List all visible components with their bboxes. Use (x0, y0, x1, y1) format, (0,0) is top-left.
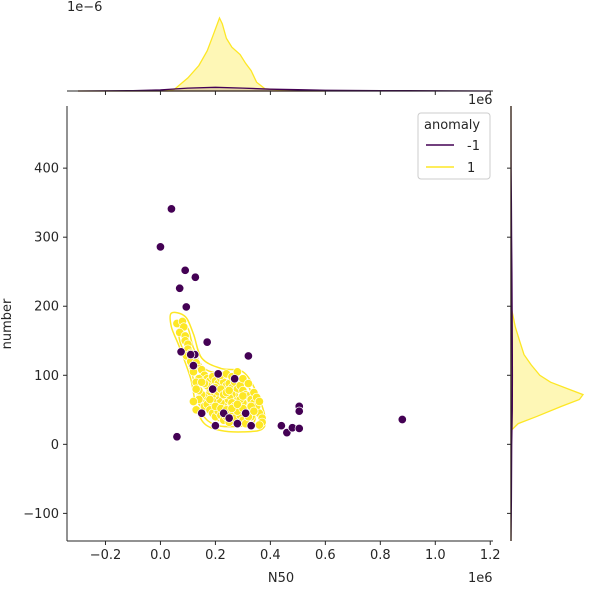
x-tick-label: 0.4 (260, 548, 281, 563)
scatter-point-anomaly (243, 351, 253, 361)
scatter-point-anomaly (188, 361, 198, 371)
scatter-point-normal (205, 394, 215, 405)
scatter-point-anomaly (175, 283, 185, 293)
scatter-point-anomaly (186, 350, 196, 360)
scatter-point-anomaly (230, 374, 240, 384)
scatter-point-normal (238, 391, 248, 401)
scatter-point-normal (254, 420, 264, 430)
scatter-point-anomaly (197, 408, 207, 418)
scatter-points (155, 204, 407, 442)
legend-label-minus1: -1 (467, 139, 480, 154)
x-axis-ticks: −0.2 0.0 0.2 0.4 0.6 0.8 1.0 1.2 (90, 541, 501, 563)
scatter-point-anomaly (181, 302, 191, 312)
scatter-point-anomaly (180, 265, 190, 275)
top-marginal-scale-label: 1e−6 (67, 0, 102, 15)
x-axis-scale-label: 1e6 (468, 571, 493, 586)
y-tick-label: 200 (34, 300, 59, 315)
scatter-point-anomaly (224, 413, 234, 423)
right-marginal-ticks (507, 167, 511, 514)
kde-contour-line (169, 311, 267, 433)
y-tick-label: −100 (23, 507, 59, 522)
legend: anomaly -1 1 (417, 112, 491, 180)
scatter-point-normal (197, 377, 207, 387)
scatter-point-anomaly (190, 272, 200, 282)
x-tick-label: −0.2 (90, 548, 122, 563)
y-tick-label: 0 (51, 438, 59, 453)
top-marginal-curves (77, 16, 491, 92)
right-marginal-kde (510, 106, 585, 541)
scatter-point-normal (224, 385, 234, 396)
y-tick-label: 400 (34, 162, 59, 177)
x-tick-label: 1.0 (425, 548, 446, 563)
scatter-point-normal (249, 406, 259, 416)
top-marginal-kde (77, 86, 491, 92)
scatter-point-anomaly (232, 419, 242, 429)
legend-frame (417, 112, 491, 180)
x-tick-label: 0.0 (150, 548, 171, 563)
scatter-point-anomaly (155, 242, 165, 252)
y-axis-ticks: −100 0 100 200 300 400 (23, 162, 67, 522)
scatter-point-normal (254, 396, 264, 407)
legend-title: anomaly (424, 118, 480, 133)
scatter-point-anomaly (294, 423, 304, 434)
x-tick-label: 1.2 (480, 548, 501, 563)
x-tick-label: 0.8 (370, 548, 391, 563)
top-marginal-axes: 1e−6 (67, 0, 493, 95)
scatter-point-anomaly (166, 204, 176, 214)
right-marginal-curves (510, 105, 585, 542)
top-marginal-kde (77, 16, 326, 92)
scatter-point-normal (232, 399, 242, 409)
y-axis-label: number (0, 298, 15, 349)
scatter-point-anomaly (172, 432, 182, 442)
scatter-point-anomaly (397, 414, 407, 425)
scatter-point-normal (243, 379, 253, 389)
scatter-point-normal (188, 396, 198, 407)
scatter-point-anomaly (208, 384, 218, 394)
scatter-point-anomaly (176, 347, 186, 357)
scatter-point-anomaly (241, 408, 251, 418)
scatter-point-anomaly (213, 369, 223, 379)
scatter-point-anomaly (246, 421, 256, 431)
x-tick-label: 0.2 (205, 548, 226, 563)
legend-label-1: 1 (467, 161, 475, 176)
scatter-point-anomaly (210, 421, 220, 431)
top-marginal-ticks (104, 91, 491, 95)
scatter-point-anomaly (276, 421, 286, 431)
right-marginal-axes: 1e6 (468, 93, 585, 542)
main-axes: −0.2 0.0 0.2 0.4 0.6 0.8 1.0 1.2 −100 0 100 200 300… (0, 106, 501, 586)
y-tick-label: 300 (34, 231, 59, 246)
scatter-point-anomaly (294, 406, 304, 416)
x-tick-label: 0.6 (315, 548, 336, 563)
y-tick-label: 100 (34, 369, 59, 384)
x-axis-label: N50 (268, 571, 294, 586)
right-marginal-scale-label: 1e6 (468, 93, 493, 108)
scatter-point-normal (191, 384, 201, 394)
scatter-point-anomaly (202, 337, 212, 347)
